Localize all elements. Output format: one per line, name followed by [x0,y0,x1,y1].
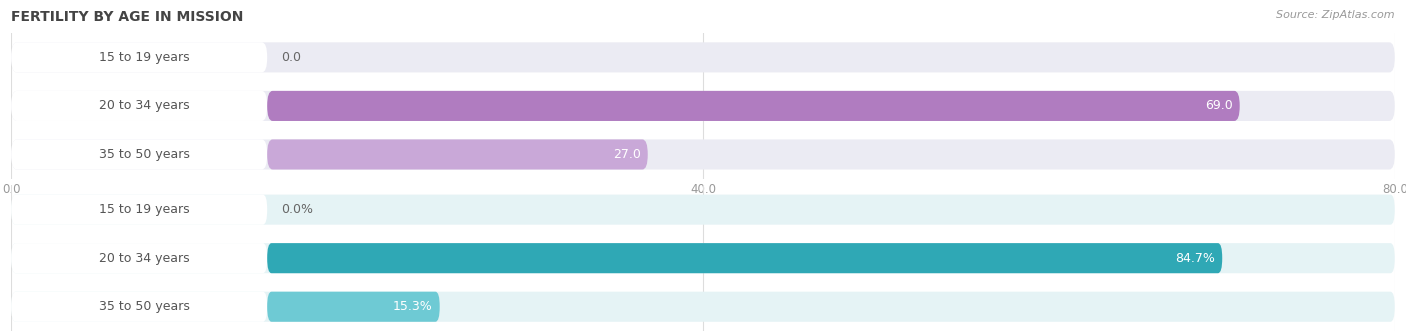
FancyBboxPatch shape [11,139,267,169]
FancyBboxPatch shape [11,243,1395,273]
Text: 20 to 34 years: 20 to 34 years [98,252,190,265]
Text: Source: ZipAtlas.com: Source: ZipAtlas.com [1277,10,1395,20]
Text: 84.7%: 84.7% [1175,252,1215,265]
Text: 69.0: 69.0 [1205,99,1233,113]
FancyBboxPatch shape [11,195,267,225]
FancyBboxPatch shape [11,292,1395,322]
FancyBboxPatch shape [11,139,1395,169]
Text: FERTILITY BY AGE IN MISSION: FERTILITY BY AGE IN MISSION [11,10,243,24]
Text: 20 to 34 years: 20 to 34 years [98,99,190,113]
FancyBboxPatch shape [11,42,1395,72]
Text: 15 to 19 years: 15 to 19 years [98,203,190,216]
FancyBboxPatch shape [11,195,1395,225]
FancyBboxPatch shape [267,292,440,322]
FancyBboxPatch shape [11,243,267,273]
Text: 15.3%: 15.3% [394,300,433,313]
Text: 35 to 50 years: 35 to 50 years [98,300,190,313]
Text: 0.0%: 0.0% [281,203,314,216]
Text: 35 to 50 years: 35 to 50 years [98,148,190,161]
Text: 15 to 19 years: 15 to 19 years [98,51,190,64]
FancyBboxPatch shape [267,243,1222,273]
FancyBboxPatch shape [11,292,267,322]
FancyBboxPatch shape [267,139,648,169]
FancyBboxPatch shape [11,91,267,121]
FancyBboxPatch shape [267,91,1240,121]
Text: 27.0: 27.0 [613,148,641,161]
Text: 0.0: 0.0 [281,51,301,64]
FancyBboxPatch shape [11,42,267,72]
FancyBboxPatch shape [11,91,1395,121]
